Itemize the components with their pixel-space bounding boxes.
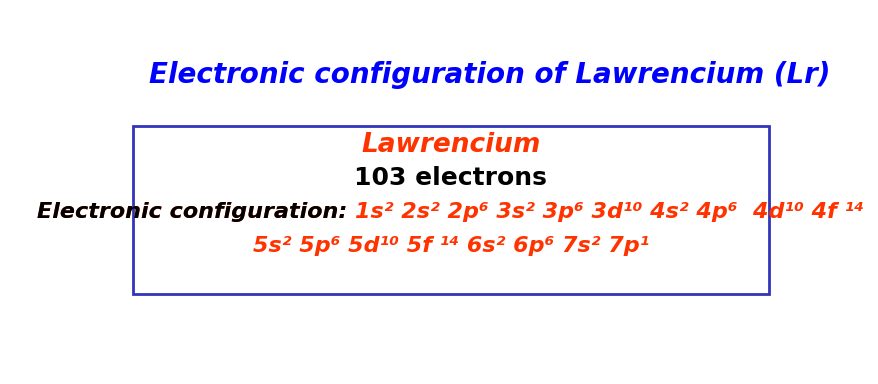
Text: 5s² 5p⁶ 5d¹⁰ 5f ¹⁴ 6s² 6p⁶ 7s² 7p¹: 5s² 5p⁶ 5d¹⁰ 5f ¹⁴ 6s² 6p⁶ 7s² 7p¹ — [252, 235, 648, 255]
FancyBboxPatch shape — [133, 126, 767, 294]
Text: Electronic configuration:: Electronic configuration: — [38, 202, 355, 222]
Text: Electronic configuration: 1s² 2s² 2p⁶ 3s² 3p⁶ 3d¹⁰ 4s² 4p⁶  4d¹⁰ 4f ¹⁴: Electronic configuration: 1s² 2s² 2p⁶ 3s… — [38, 202, 863, 222]
Text: 103 electrons: 103 electrons — [354, 166, 547, 190]
Text: Lawrencium: Lawrencium — [361, 132, 540, 158]
Text: Electronic configuration of Lawrencium (Lr): Electronic configuration of Lawrencium (… — [148, 61, 829, 89]
